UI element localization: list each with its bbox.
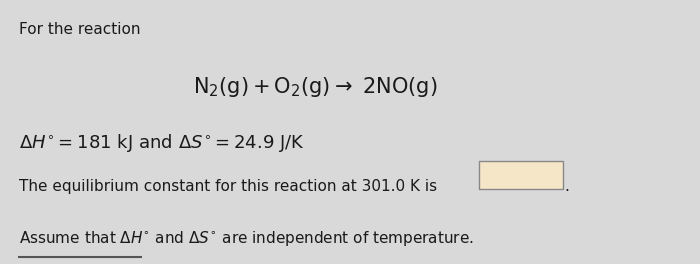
- Text: .: .: [565, 179, 570, 194]
- Text: Assume that $\Delta H^{\circ}$ and $\Delta S^{\circ}$ are independent of tempera: Assume that $\Delta H^{\circ}$ and $\Del…: [19, 229, 474, 248]
- Text: For the reaction: For the reaction: [19, 22, 140, 37]
- Text: $\mathrm{N_2(g) + O_2(g) \rightarrow\ 2NO(g)}$: $\mathrm{N_2(g) + O_2(g) \rightarrow\ 2N…: [193, 74, 438, 98]
- Text: $\Delta H^{\circ} = 181\ \mathrm{kJ\ and\ }\Delta S^{\circ} = 24.9\ \mathrm{J/K}: $\Delta H^{\circ} = 181\ \mathrm{kJ\ and…: [19, 132, 304, 154]
- Text: The equilibrium constant for this reaction at 301.0 K is: The equilibrium constant for this reacti…: [19, 179, 437, 194]
- FancyBboxPatch shape: [479, 161, 563, 190]
